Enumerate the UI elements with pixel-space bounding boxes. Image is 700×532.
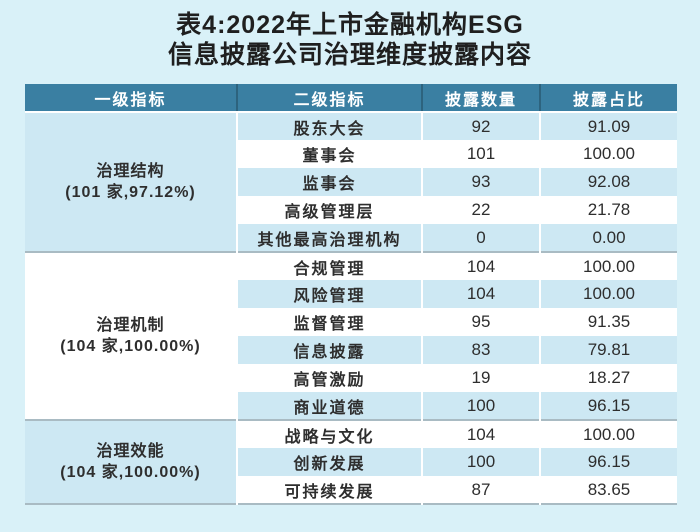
disclosure-ratio-cell: 100.00: [539, 251, 677, 280]
table-row: 治理结构 (101 家,97.12%) 股东大会 92 91.09: [25, 112, 677, 252]
table-row: 高级管理层 22 21.78: [25, 196, 677, 224]
disclosure-ratio-cell: 91.09: [539, 112, 677, 140]
disclosure-count-cell: 100: [421, 392, 540, 420]
table-row: 创新发展 100 96.15: [25, 448, 677, 476]
header-disclosure-count: 披露数量: [421, 84, 540, 113]
disclosure-ratio-cell: 100.00: [539, 140, 677, 168]
disclosure-ratio-cell: 100.00: [539, 419, 677, 448]
table-row: 治理机制 (104 家,100.00%) 合规管理 104 100.00: [25, 251, 677, 420]
primary-indicator-name: 治理结构: [96, 163, 165, 180]
disclosure-ratio-cell: 21.78: [539, 196, 677, 224]
secondary-indicator-cell: 风险管理: [236, 280, 422, 308]
disclosure-count-cell: 104: [421, 251, 540, 280]
primary-indicator-cell: 治理结构 (101 家,97.12%): [25, 112, 237, 252]
table-row: 商业道德 100 96.15: [25, 392, 677, 420]
table-title-line-1: 表4:2022年上市金融机构ESG: [176, 11, 524, 39]
disclosure-ratio-cell: 100.00: [539, 280, 677, 308]
table-row: 董事会 101 100.00: [25, 140, 677, 168]
disclosure-count-cell: 95: [421, 308, 540, 336]
secondary-indicator-cell: 战略与文化: [236, 419, 422, 448]
disclosure-ratio-cell: 18.27: [539, 364, 677, 392]
table-row: 信息披露 83 79.81: [25, 336, 677, 364]
primary-indicator-detail: (104 家,100.00%): [60, 464, 201, 481]
primary-indicator-cell: 治理效能 (104 家,100.00%): [25, 419, 237, 504]
disclosure-count-cell: 104: [421, 419, 540, 448]
secondary-indicator-cell: 可持续发展: [236, 476, 422, 504]
header-primary-indicator: 一级指标: [25, 84, 237, 113]
disclosure-ratio-cell: 0.00: [539, 224, 677, 252]
secondary-indicator-cell: 其他最高治理机构: [236, 224, 422, 252]
secondary-indicator-cell: 监事会: [236, 168, 422, 196]
disclosure-ratio-cell: 91.35: [539, 308, 677, 336]
primary-indicator-name: 治理效能: [96, 443, 165, 460]
header-disclosure-ratio: 披露占比: [539, 84, 677, 113]
table-row: 其他最高治理机构 0 0.00: [25, 224, 677, 252]
indicator-group: 治理机制 (104 家,100.00%) 合规管理 104 100.00 风险管理 104 1…: [25, 251, 677, 420]
disclosure-count-cell: 101: [421, 140, 540, 168]
disclosure-count-cell: 100: [421, 448, 540, 476]
disclosure-ratio-cell: 96.15: [539, 392, 677, 420]
secondary-indicator-cell: 董事会: [236, 140, 422, 168]
disclosure-count-cell: 19: [421, 364, 540, 392]
table-row: 治理效能 (104 家,100.00%) 战略与文化 104 100.00: [25, 419, 677, 504]
secondary-indicator-cell: 合规管理: [236, 251, 422, 280]
indicator-group: 治理结构 (101 家,97.12%) 股东大会 92 91.09 董事会 101 100.0…: [25, 112, 677, 252]
secondary-indicator-cell: 创新发展: [236, 448, 422, 476]
secondary-indicator-cell: 监督管理: [236, 308, 422, 336]
table-row: 监事会 93 92.08: [25, 168, 677, 196]
disclosure-count-cell: 22: [421, 196, 540, 224]
disclosure-count-cell: 93: [421, 168, 540, 196]
disclosure-count-cell: 92: [421, 112, 540, 140]
secondary-indicator-cell: 高管激励: [236, 364, 422, 392]
secondary-indicator-cell: 信息披露: [236, 336, 422, 364]
table-title-line-2: 信息披露公司治理维度披露内容: [167, 41, 532, 69]
header-row: 一级指标 二级指标 披露数量 披露占比: [25, 84, 677, 113]
secondary-indicator-cell: 股东大会: [236, 112, 422, 140]
indicator-group: 治理效能 (104 家,100.00%) 战略与文化 104 100.00 创新发展 100…: [25, 419, 677, 504]
disclosure-ratio-cell: 79.81: [539, 336, 677, 364]
primary-indicator-name: 治理机制: [96, 317, 165, 334]
table-row: 风险管理 104 100.00: [25, 280, 677, 308]
disclosure-count-cell: 0: [421, 224, 540, 252]
disclosure-ratio-cell: 92.08: [539, 168, 677, 196]
primary-indicator-detail: (101 家,97.12%): [65, 184, 196, 201]
header-secondary-indicator: 二级指标: [236, 84, 422, 113]
disclosure-count-cell: 87: [421, 476, 540, 504]
disclosure-count-cell: 104: [421, 280, 540, 308]
secondary-indicator-cell: 商业道德: [236, 392, 422, 420]
table-row: 高管激励 19 18.27: [25, 364, 677, 392]
primary-indicator-detail: (104 家,100.00%): [60, 338, 201, 355]
disclosure-count-cell: 83: [421, 336, 540, 364]
disclosure-ratio-cell: 96.15: [539, 448, 677, 476]
primary-indicator-cell: 治理机制 (104 家,100.00%): [25, 251, 237, 420]
table-row: 可持续发展 87 83.65: [25, 476, 677, 504]
table-title: 表4:2022年上市金融机构ESG 信息披露公司治理维度披露内容: [0, 0, 700, 70]
table-row: 监督管理 95 91.35: [25, 308, 677, 336]
disclosure-ratio-cell: 83.65: [539, 476, 677, 504]
esg-disclosure-table: 一级指标 二级指标 披露数量 披露占比 治理结构 (101 家,97.12%) 股东…: [25, 84, 677, 505]
secondary-indicator-cell: 高级管理层: [236, 196, 422, 224]
table-header: 一级指标 二级指标 披露数量 披露占比: [25, 84, 677, 113]
